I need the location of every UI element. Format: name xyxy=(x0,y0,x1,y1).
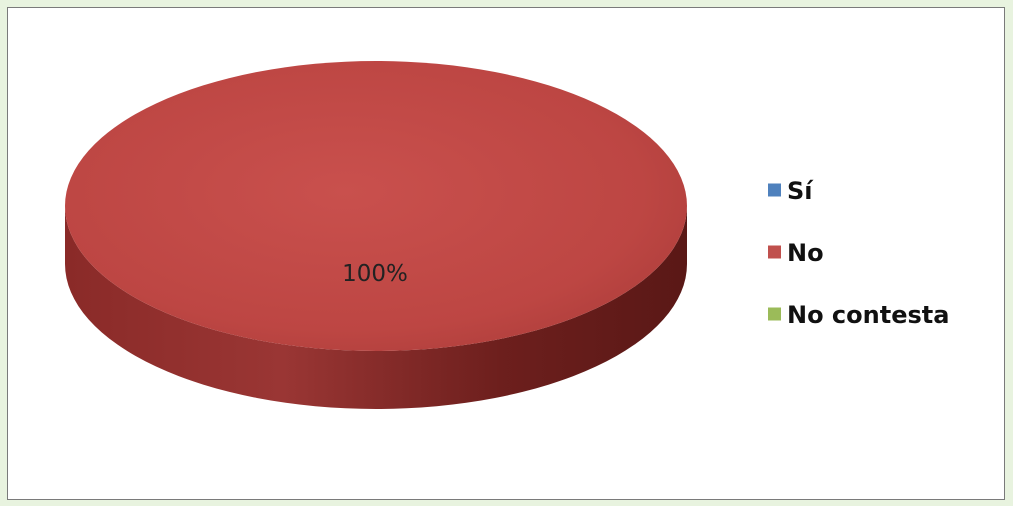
pie-slice-no xyxy=(65,61,687,351)
legend-label-no-contesta: No contesta xyxy=(787,301,949,329)
legend-label-s-: Sí xyxy=(787,177,814,205)
data-label-no: 100% xyxy=(342,261,408,287)
pie-slice-side-no xyxy=(65,206,687,409)
legend-label-no: No xyxy=(787,239,824,267)
pie-slices: 100% xyxy=(65,61,687,409)
legend-swatch-no xyxy=(768,245,781,259)
legend-swatch-s- xyxy=(768,183,781,197)
legend-swatch-no-contesta xyxy=(768,307,781,321)
legend: Sí No No contesta xyxy=(768,177,949,329)
